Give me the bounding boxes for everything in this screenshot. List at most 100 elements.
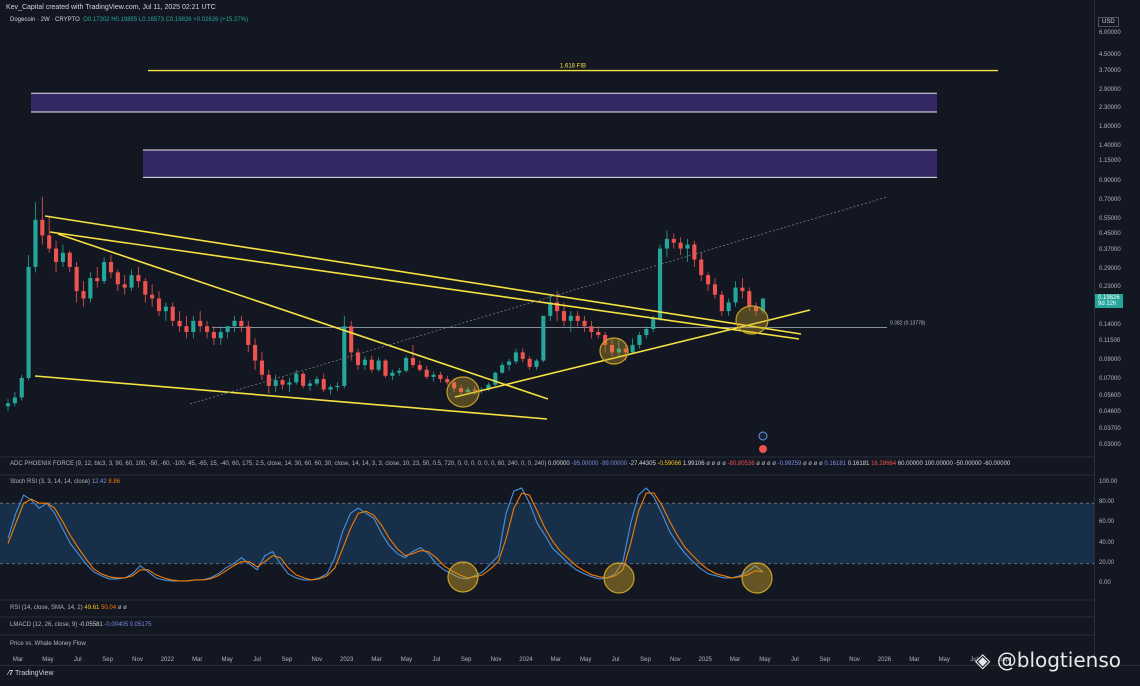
trendline-2: [57, 233, 549, 400]
dividend-marker-icon: [759, 445, 767, 453]
candle-body-73: [506, 361, 512, 366]
time-tick-13: May: [401, 657, 412, 663]
candle-body-91: [630, 344, 635, 353]
price-zones: 1.618 FIB 0.382 (0.13778): [31, 64, 998, 328]
candle-body-7: [53, 248, 59, 262]
time-tick-0: Mar: [13, 657, 23, 663]
candle-body-5: [40, 219, 45, 236]
price-tick-20: 0.04600: [1099, 408, 1121, 415]
candle-body-1: [12, 397, 17, 404]
candle-body-18: [129, 275, 134, 288]
candle-body-29: [204, 326, 210, 332]
adc-v16: 100.00000: [924, 461, 953, 467]
candle-body-75: [520, 352, 525, 359]
candle-body-13: [95, 278, 100, 282]
stoch-circle-0: [447, 561, 479, 593]
candle-body-47: [328, 387, 333, 390]
candle-body-10: [74, 266, 79, 292]
time-tick-15: Sep: [461, 657, 472, 663]
stoch-tick-3: 40.00: [1099, 539, 1115, 546]
candle-body-92: [637, 335, 642, 345]
stoch-rsi-pane: [0, 487, 1094, 594]
whale-legend[interactable]: Price vs. Whale Money Flow: [10, 641, 86, 647]
candle-body-57: [397, 370, 402, 373]
trendline-4: [454, 309, 811, 398]
last-price-value: 0.19826: [1098, 295, 1120, 302]
candle-body-66: [458, 388, 464, 393]
candle-body-107: [740, 287, 745, 292]
candle-body-67: [465, 389, 470, 393]
candle-body-28: [198, 320, 203, 327]
tradingview-brand[interactable]: ⁄7 TradingView: [8, 670, 54, 677]
adc-v13: 0.16181: [847, 461, 870, 467]
candle-body-46: [321, 379, 326, 390]
candle-body-23: [163, 306, 168, 312]
candle-body-25: [177, 320, 182, 327]
resistance-zone-1: [143, 149, 937, 178]
candle-body-84: [582, 320, 587, 327]
time-tick-30: Mar: [909, 657, 919, 663]
candle-body-44: [307, 383, 313, 386]
candle-body-36: [253, 344, 258, 361]
ohlc-low: L0.16573: [138, 17, 164, 23]
tradingview-label: TradingView: [15, 670, 54, 677]
candle-body-16: [115, 272, 120, 285]
candle-body-52: [362, 359, 367, 366]
stoch-tick-5: 0.00: [1099, 579, 1111, 586]
candle-body-8: [60, 252, 65, 262]
candle-body-82: [568, 315, 573, 321]
adc-v6: 1.99106: [682, 461, 705, 467]
ohlc-close: C0.19826: [165, 17, 192, 23]
candle-body-9: [67, 252, 72, 267]
adc-v9: ø ø ø ø: [756, 461, 776, 467]
chart-canvas[interactable]: 1.618 FIB 0.382 (0.13778) Mar May Jul Sep Nov…: [0, 0, 1094, 665]
time-tick-4: Nov: [132, 657, 143, 663]
candle-body-0: [5, 403, 11, 407]
stoch-tick-2: 60.00: [1099, 519, 1115, 526]
time-tick-24: Mar: [730, 657, 740, 663]
candle-body-43: [301, 373, 306, 386]
candle-body-101: [699, 259, 704, 276]
watermark: ◈ @blogtienso: [975, 648, 1121, 672]
rsi-legend[interactable]: RSI (14, close, SMA, 14, 2) 49.61 50.04 …: [10, 605, 127, 611]
time-tick-16: Nov: [491, 657, 502, 663]
candle-body-106: [733, 287, 738, 303]
candle-body-90: [623, 348, 628, 353]
trendline-3: [34, 375, 548, 420]
price-axis[interactable]: [1094, 0, 1140, 665]
candle-body-58: [404, 358, 409, 371]
symbol-legend[interactable]: Dogecoin · 2W · CRYPTO O0.17302 H0.19855…: [10, 17, 248, 23]
stoch-label: Stoch RSI (3, 3, 14, 14, close): [10, 479, 91, 485]
stoch-circle-2: [741, 562, 773, 594]
stoch-d: 8.86: [108, 479, 121, 485]
candle-body-103: [712, 284, 718, 295]
price-circle-0: [446, 376, 480, 408]
stoch-legend[interactable]: Stoch RSI (3, 3, 14, 14, close) 12.42 8.…: [10, 479, 120, 485]
lmacd-signal: 0.05175: [129, 622, 152, 628]
time-tick-18: Mar: [551, 657, 561, 663]
candle-body-70: [486, 384, 491, 390]
rsi-ma: 50.04: [101, 605, 117, 611]
time-tick-5: 2022: [161, 657, 175, 663]
lmacd-legend[interactable]: LMACD (12, 26, close, 9) -0.05581 -0.004…: [10, 622, 151, 628]
time-tick-3: Sep: [102, 657, 113, 663]
candle-body-98: [678, 242, 683, 249]
candle-body-53: [369, 359, 374, 370]
stoch-circle-1: [603, 562, 635, 594]
adc-v10: -0.99259: [777, 461, 802, 467]
candle-body-78: [541, 315, 546, 361]
candle-body-93: [644, 329, 649, 336]
candle-body-59: [410, 358, 416, 366]
time-tick-7: May: [221, 657, 232, 663]
stoch-series-D: [7, 492, 764, 582]
stoch-tick-4: 20.00: [1099, 559, 1115, 566]
price-tick-0: 6.00000: [1099, 30, 1121, 36]
candle-body-31: [218, 331, 223, 339]
currency-badge[interactable]: USD: [1098, 17, 1119, 27]
price-tick-9: 0.70000: [1099, 197, 1121, 204]
trendlines: [34, 196, 888, 453]
adc-legend[interactable]: ADC PHOENIX FORCE (9, 12, blc3, 3, 90, 6…: [10, 461, 1010, 467]
candle-body-33: [232, 320, 237, 327]
adc-v3: -99.00000: [600, 461, 628, 467]
price-tick-13: 0.29000: [1099, 265, 1121, 272]
